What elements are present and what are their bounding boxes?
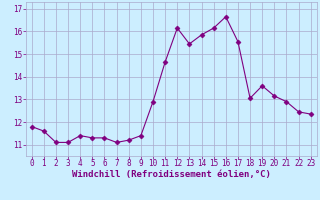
X-axis label: Windchill (Refroidissement éolien,°C): Windchill (Refroidissement éolien,°C) — [72, 170, 271, 179]
